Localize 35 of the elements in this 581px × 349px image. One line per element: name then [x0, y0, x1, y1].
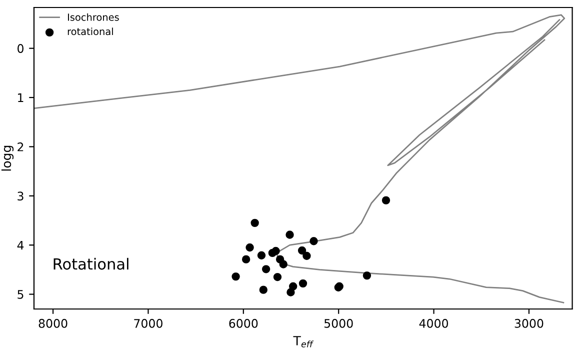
point	[242, 255, 250, 264]
point	[250, 218, 259, 228]
point	[279, 260, 288, 268]
point	[259, 286, 268, 294]
y-tick-label: 1	[18, 93, 24, 102]
x-tick-label: 4000	[419, 318, 448, 328]
x-tick-label: 5000	[324, 318, 353, 328]
y-tick-label: 3	[18, 192, 24, 201]
point	[257, 251, 266, 260]
point	[272, 246, 280, 256]
y-tick-label: 4	[17, 240, 24, 250]
x-tick-label: 8000	[38, 318, 68, 328]
y-tick-label: 2	[18, 142, 24, 152]
point	[286, 230, 294, 239]
point	[310, 237, 318, 246]
point	[273, 272, 282, 282]
y-tick-label: 0	[18, 44, 24, 53]
point	[232, 272, 240, 281]
point	[298, 279, 308, 288]
y-axis-title: logg	[1, 146, 14, 171]
point	[298, 246, 306, 255]
point	[302, 252, 311, 260]
y-tick-label: 5	[18, 290, 24, 299]
point	[362, 271, 372, 280]
point	[262, 265, 270, 274]
x-tick-label: 6000	[229, 318, 258, 328]
point	[382, 196, 390, 204]
point	[286, 288, 295, 296]
x-tick-label: 3000	[514, 318, 544, 328]
legend-label: rotational	[68, 28, 113, 36]
x-axis-title: T$_{eff}$	[293, 336, 314, 348]
annotation: Rotational	[54, 258, 128, 270]
point	[246, 243, 254, 252]
legend-label: Isochrones	[68, 13, 119, 21]
x-tick-label: 7000	[134, 318, 162, 328]
